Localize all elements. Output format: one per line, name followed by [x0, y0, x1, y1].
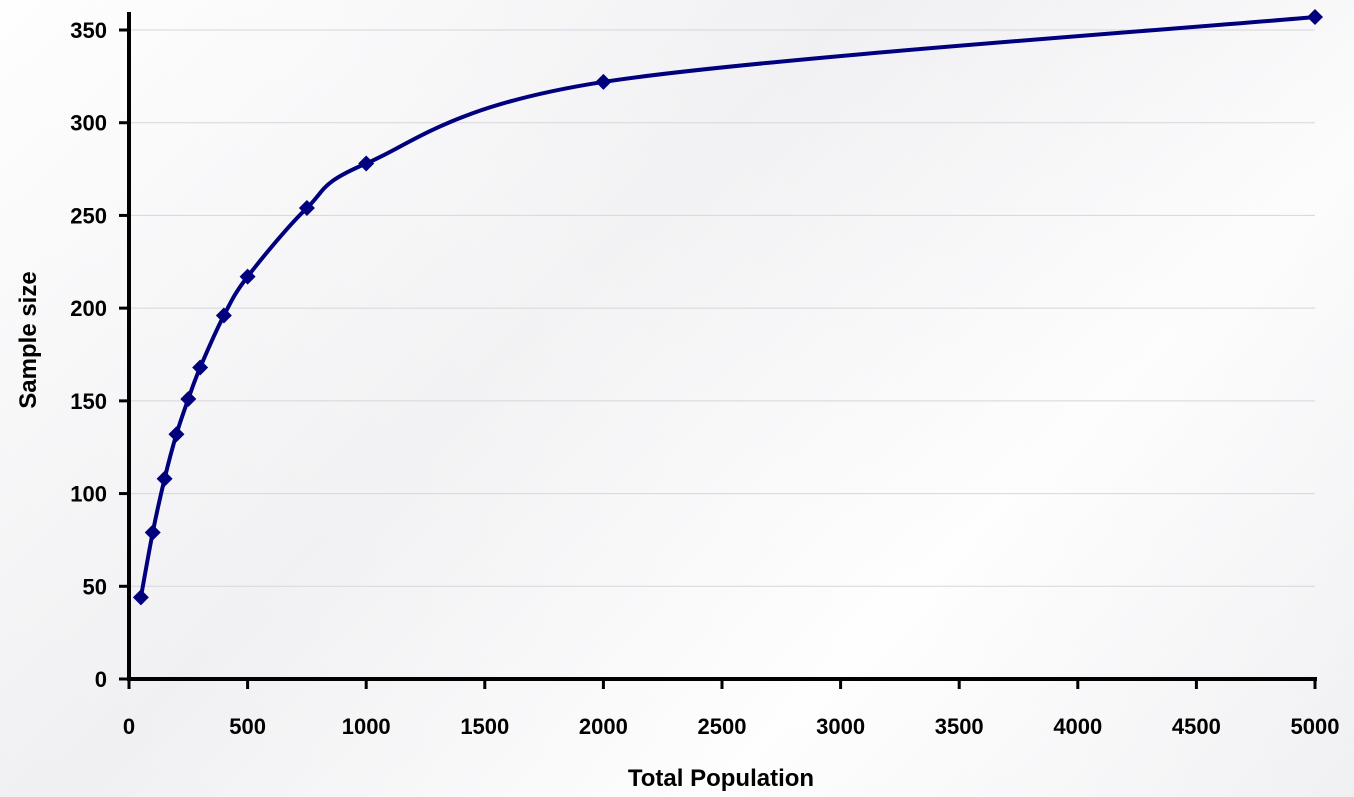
x-tick-label: 5000	[1291, 714, 1340, 739]
y-tick-label: 100	[70, 482, 107, 507]
y-tick-label: 350	[70, 18, 107, 43]
data-point-marker	[180, 391, 197, 408]
x-tick-label: 4000	[1053, 714, 1102, 739]
x-tick-label: 1000	[342, 714, 391, 739]
data-point-marker	[192, 359, 209, 376]
y-axis-title: Sample size	[15, 271, 42, 408]
data-point-marker	[168, 426, 185, 443]
data-point-marker	[1307, 9, 1323, 26]
x-tick-label: 500	[229, 714, 266, 739]
y-tick-label: 200	[70, 296, 107, 321]
data-point-marker	[215, 307, 232, 324]
y-tick-label: 50	[83, 574, 107, 599]
y-tick-label: 0	[95, 667, 107, 692]
data-point-marker	[595, 73, 612, 90]
series	[132, 9, 1323, 606]
x-tick-label: 3000	[816, 714, 865, 739]
data-point-marker	[132, 589, 149, 606]
y-tick-label: 300	[70, 111, 107, 136]
axes	[127, 12, 1317, 681]
data-point-marker	[156, 470, 173, 487]
series-line	[138, 15, 1316, 598]
gridlines	[129, 29, 1315, 587]
x-axis-title: Total Population	[628, 765, 814, 792]
y-tick-label: 150	[70, 389, 107, 414]
x-tick-label: 1500	[460, 714, 509, 739]
x-tick-label: 0	[123, 714, 135, 739]
x-tick-label: 2000	[579, 714, 628, 739]
x-tick-label: 4500	[1172, 714, 1221, 739]
ticks	[119, 28, 1317, 689]
data-point-marker	[144, 524, 161, 541]
data-point-marker	[358, 155, 375, 172]
y-tick-label: 250	[70, 203, 107, 228]
data-point-marker	[298, 200, 315, 217]
x-tick-label: 3500	[935, 714, 984, 739]
data-point-marker	[239, 268, 256, 285]
x-tick-label: 2500	[698, 714, 747, 739]
